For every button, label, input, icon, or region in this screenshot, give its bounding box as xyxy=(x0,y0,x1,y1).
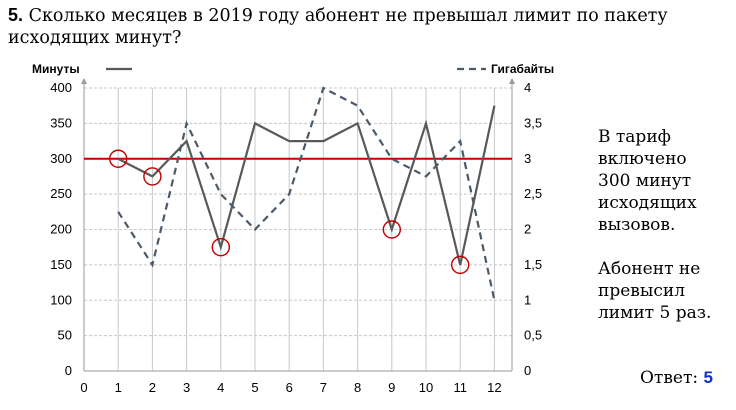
y-right-tick-label: 1 xyxy=(524,292,531,307)
answer-label: Ответ: xyxy=(640,368,699,388)
y-left-tick-label: 100 xyxy=(50,292,72,307)
x-tick-label: 1 xyxy=(115,380,122,395)
side-note-line: В тариф xyxy=(598,127,671,147)
side-note-line: лимит 5 раз. xyxy=(598,303,712,323)
answer: Ответ: 5 xyxy=(640,368,713,388)
x-tick-label: 5 xyxy=(251,380,258,395)
y-left-tick-label: 350 xyxy=(50,115,72,130)
y-right-tick-label: 2 xyxy=(524,222,531,237)
highlight-circle xyxy=(211,237,231,257)
y-left-tick-label: 400 xyxy=(50,80,72,95)
answer-value: 5 xyxy=(703,368,713,387)
series-line-gigabytes xyxy=(117,86,496,301)
y-right-tick-label: 4 xyxy=(524,80,531,95)
x-tick-label: 6 xyxy=(286,380,293,395)
y-left-tick-label: 200 xyxy=(50,222,72,237)
side-note-line: 300 минут xyxy=(598,171,692,191)
side-note-line: вызовов. xyxy=(598,215,676,235)
y-left-tick-label: 50 xyxy=(58,328,72,343)
y-left-tick-label: 300 xyxy=(50,151,72,166)
y-right-tick-label: 2,5 xyxy=(524,186,542,201)
highlight-circle xyxy=(108,149,128,168)
y-axis-right-arrow xyxy=(509,78,515,84)
question-body: Сколько месяцев в 2019 году абонент не п… xyxy=(8,6,668,48)
legend-label-minutes: Минуты xyxy=(32,62,80,76)
x-tick-label: 4 xyxy=(217,380,224,395)
side-note-line: превысил xyxy=(598,281,686,301)
x-tick-label: 2 xyxy=(149,380,156,395)
highlight-circle xyxy=(451,255,470,275)
series-line-minutes xyxy=(117,105,496,266)
x-tick-label: 10 xyxy=(419,380,433,395)
y-right-tick-label: 0 xyxy=(524,363,531,378)
y-right-tick-label: 3 xyxy=(524,151,531,166)
y-right-tick-label: 1,5 xyxy=(524,257,542,272)
highlight-circle xyxy=(382,220,401,239)
y-left-tick-label: 250 xyxy=(50,186,72,201)
highlight-circle xyxy=(143,167,162,186)
side-note-line: исходящих xyxy=(598,193,697,213)
x-tick-label: 8 xyxy=(354,380,361,395)
side-note-tariff: В тариф включено 300 минут исходящих выз… xyxy=(598,126,736,236)
y-left-tick-label: 0 xyxy=(65,363,72,378)
side-note-line: включено xyxy=(598,149,687,169)
x-tick-label: 9 xyxy=(388,380,395,395)
x-tick-label: 12 xyxy=(487,380,501,395)
side-note-result: Абонент не превысил лимит 5 раз. xyxy=(598,258,736,324)
y-left-tick-label: 150 xyxy=(50,257,72,272)
legend-label-gigabytes: Гигабайты xyxy=(491,62,554,76)
side-note-line: Абонент не xyxy=(598,259,701,279)
x-tick-label: 0 xyxy=(80,380,87,395)
y-right-tick-label: 0,5 xyxy=(524,328,542,343)
x-tick-label: 7 xyxy=(320,380,327,395)
question-number: 5. xyxy=(8,5,24,25)
question-text: 5. Сколько месяцев в 2019 году абонент н… xyxy=(8,4,730,49)
x-tick-label: 11 xyxy=(453,380,467,395)
y-right-tick-label: 3,5 xyxy=(524,115,542,130)
x-tick-label: 3 xyxy=(183,380,190,395)
y-axis-left-arrow xyxy=(81,78,87,84)
